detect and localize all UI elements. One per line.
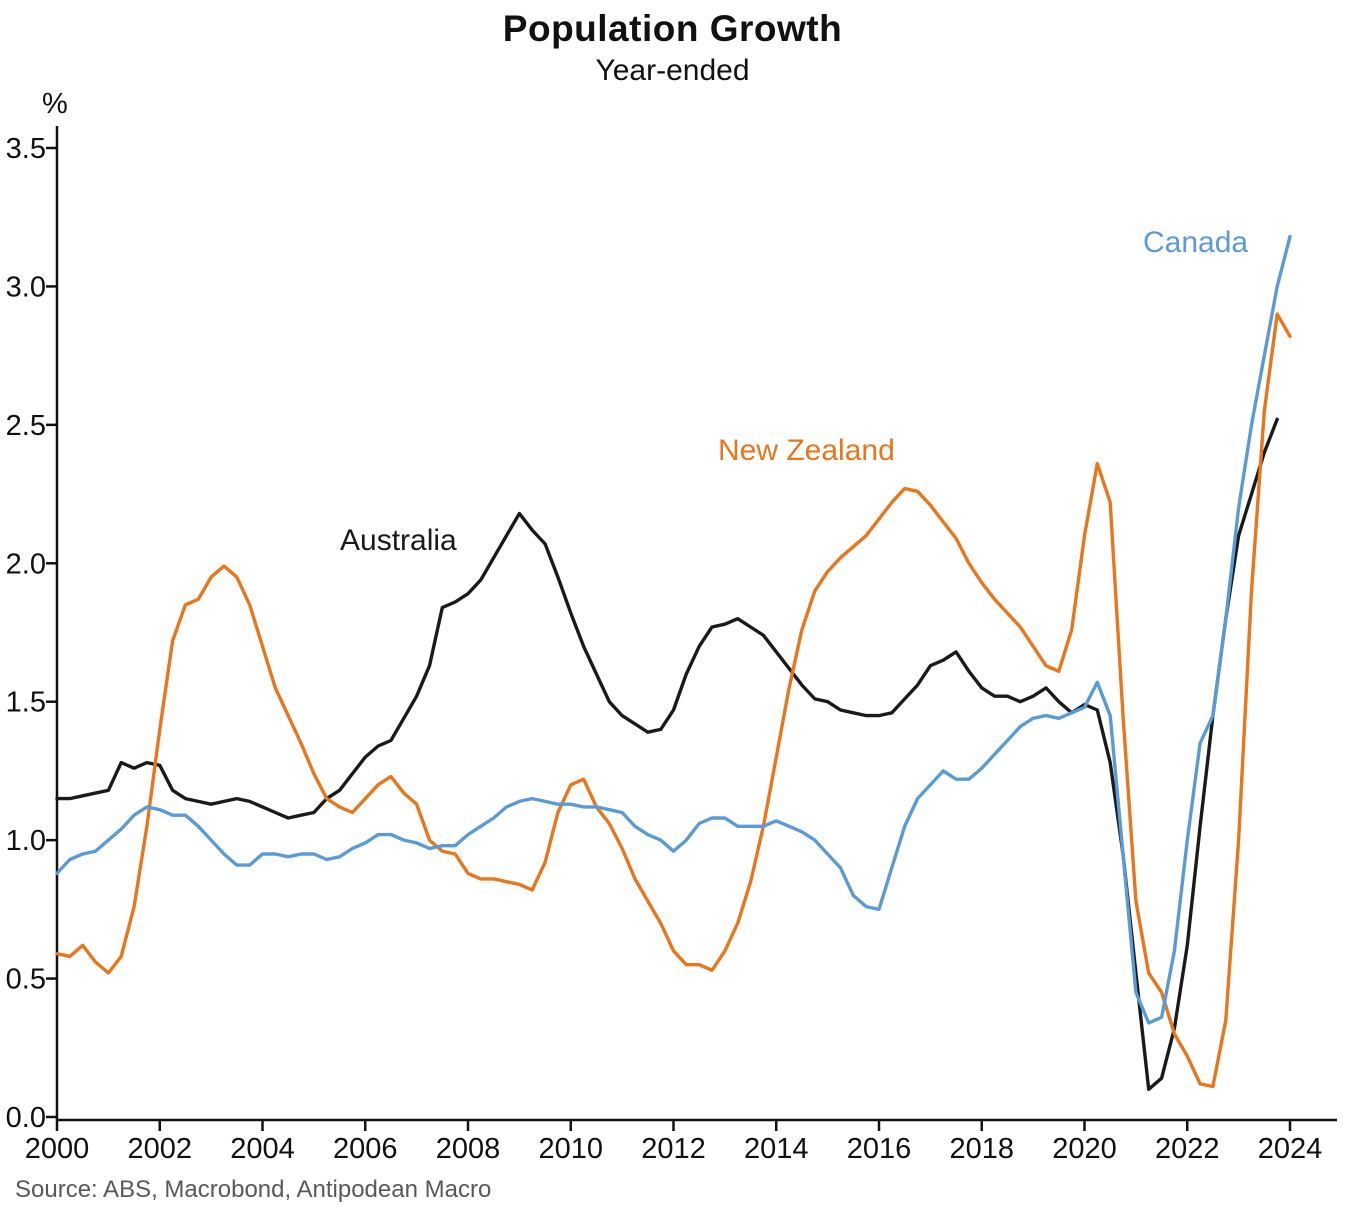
chart-title: Population Growth — [502, 8, 843, 49]
y-axis-tick-label: 2.5 — [6, 410, 46, 442]
x-axis-tick-label: 2014 — [744, 1133, 809, 1165]
x-axis-tick-label: 2022 — [1155, 1133, 1220, 1165]
y-axis-tick-label: 0.0 — [6, 1102, 46, 1134]
x-axis-tick-label: 2018 — [949, 1133, 1014, 1165]
x-axis-tick-label: 2004 — [230, 1133, 295, 1165]
x-axis-tick-label: 2008 — [436, 1133, 501, 1165]
y-axis-tick-label: 0.5 — [6, 964, 46, 996]
x-axis-tick-label: 2024 — [1258, 1133, 1323, 1165]
series-line-new-zealand — [55, 312, 1292, 1089]
chart-subtitle: Year-ended — [595, 54, 750, 87]
series-label-australia: Australia — [340, 524, 457, 557]
y-axis-tick-label: 3.0 — [6, 271, 46, 303]
x-axis-tick-label: 2006 — [333, 1133, 398, 1165]
series-label-canada: Canada — [1143, 226, 1249, 259]
y-axis-tick-label: 3.5 — [6, 133, 46, 165]
x-axis-tick-label: 2016 — [847, 1133, 912, 1165]
x-axis-tick-label: 2012 — [641, 1133, 706, 1165]
series-line-canada — [55, 234, 1292, 1025]
y-axis-unit-label: % — [42, 88, 68, 120]
series-line-australia — [55, 417, 1279, 1092]
x-axis-tick-label: 2002 — [127, 1133, 192, 1165]
x-axis-tick-label: 2010 — [538, 1133, 603, 1165]
x-axis-tick-label: 2000 — [25, 1133, 90, 1165]
y-axis-tick-label: 2.0 — [6, 548, 46, 580]
source-note: Source: ABS, Macrobond, Antipodean Macro — [15, 1176, 492, 1203]
y-axis-tick-label: 1.5 — [6, 687, 46, 719]
y-axis-tick-label: 1.0 — [6, 825, 46, 857]
series-label-new-zealand: New Zealand — [718, 434, 895, 467]
x-axis-tick-label: 2020 — [1052, 1133, 1117, 1165]
